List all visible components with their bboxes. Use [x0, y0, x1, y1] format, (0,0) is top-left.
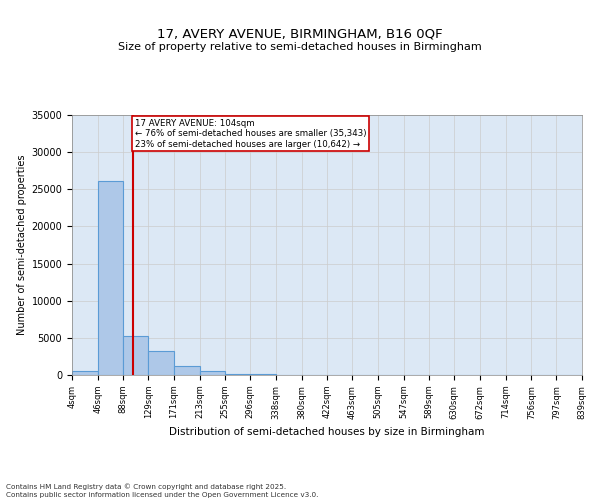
Text: Size of property relative to semi-detached houses in Birmingham: Size of property relative to semi-detach… [118, 42, 482, 52]
Bar [200, 370, 226, 375]
Text: Contains HM Land Registry data © Crown copyright and database right 2025.
Contai: Contains HM Land Registry data © Crown c… [6, 484, 319, 498]
Bar [174, 366, 200, 375]
Bar [250, 374, 276, 375]
X-axis label: Distribution of semi-detached houses by size in Birmingham: Distribution of semi-detached houses by … [169, 427, 485, 437]
Text: 17, AVERY AVENUE, BIRMINGHAM, B16 0QF: 17, AVERY AVENUE, BIRMINGHAM, B16 0QF [157, 28, 443, 40]
Bar [98, 181, 124, 375]
Bar [124, 336, 148, 375]
Y-axis label: Number of semi-detached properties: Number of semi-detached properties [17, 155, 27, 335]
Bar [72, 372, 98, 375]
Bar [148, 351, 174, 375]
Text: 17 AVERY AVENUE: 104sqm
← 76% of semi-detached houses are smaller (35,343)
23% o: 17 AVERY AVENUE: 104sqm ← 76% of semi-de… [135, 119, 367, 148]
Bar [226, 374, 250, 375]
